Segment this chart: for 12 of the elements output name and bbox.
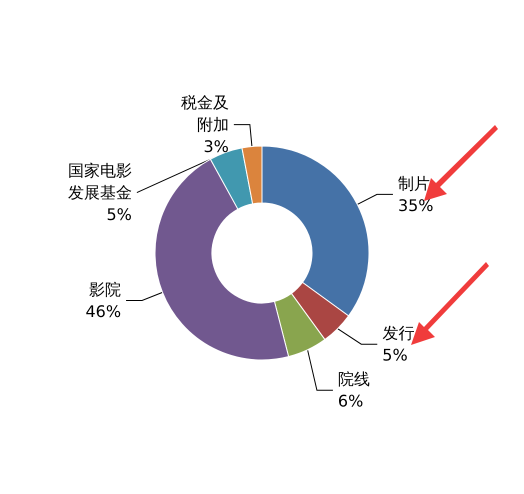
data-label: 3% — [203, 137, 229, 156]
slice-label: 院线 — [338, 370, 370, 389]
slice-label: 税金及附加 — [180, 93, 229, 134]
data-label: 5% — [382, 346, 408, 365]
slice-label: 制片 — [398, 174, 430, 193]
slice-label: 国家电影发展基金 — [68, 161, 132, 202]
slice-label: 发行 — [382, 324, 414, 343]
slice-label: 影院 — [89, 280, 122, 299]
data-label: 6% — [338, 392, 364, 411]
data-label: 35% — [398, 196, 434, 215]
data-label: 5% — [106, 205, 132, 224]
data-label: 46% — [85, 302, 122, 321]
